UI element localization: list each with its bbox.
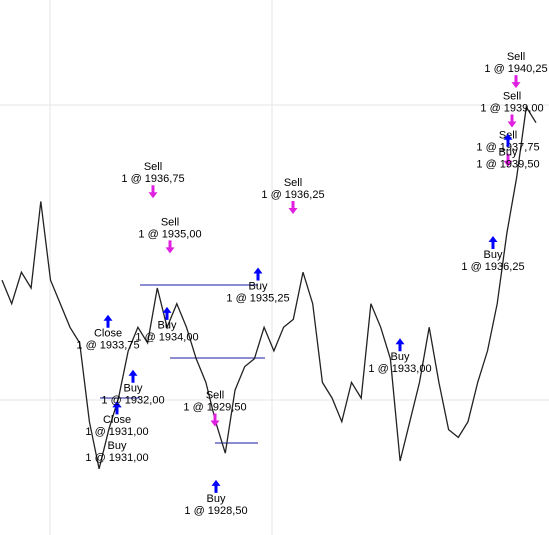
trade-action: Close xyxy=(94,328,122,340)
trade-label: 1 @ 1936,25 xyxy=(461,261,524,273)
trade-action: Sell xyxy=(507,51,525,63)
trade-label: 1 @ 1935,00 xyxy=(138,228,201,240)
buy-arrow xyxy=(503,133,513,147)
trade-label: 1 @ 1939,50 xyxy=(476,159,539,171)
trade-action: Buy xyxy=(158,320,177,332)
trade-label: 1 @ 1937,75 xyxy=(476,142,539,154)
trade-label: 1 @ 1932,00 xyxy=(101,395,164,407)
trade-label: 1 @ 1933,75 xyxy=(76,340,139,352)
trade-action: Buy xyxy=(207,493,226,505)
buy-arrow xyxy=(395,338,405,352)
trade-action: Buy xyxy=(391,351,410,363)
buy-arrow xyxy=(103,314,113,328)
trade-action: Buy xyxy=(499,147,518,159)
trade-action: Sell xyxy=(206,389,224,401)
trade-label: 1 @ 1936,25 xyxy=(261,189,324,201)
trade-action: Sell xyxy=(161,216,179,228)
buy-arrow xyxy=(211,479,221,493)
trade-action: Close xyxy=(103,414,131,426)
buy-arrow xyxy=(253,267,263,281)
sell-arrow xyxy=(210,413,220,427)
trade-label: 1 @ 1933,00 xyxy=(368,363,431,375)
sell-arrow xyxy=(148,185,158,199)
trade-label: 1 @ 1931,00 xyxy=(85,452,148,464)
trade-action: Buy xyxy=(484,249,503,261)
trade-label: 1 @ 1939,00 xyxy=(480,102,543,114)
trade-action: Buy xyxy=(124,383,143,395)
buy-arrow xyxy=(488,236,498,250)
sell-arrow xyxy=(288,201,298,215)
trade-label: 1 @ 1934,00 xyxy=(135,332,198,344)
trade-action: Sell xyxy=(144,161,162,173)
sell-arrow xyxy=(165,240,175,254)
trade-label: 1 @ 1928,50 xyxy=(184,505,247,517)
trade-label: 1 @ 1931,00 xyxy=(85,426,148,438)
trade-label: 1 @ 1929,50 xyxy=(183,401,246,413)
trade-action: Sell xyxy=(503,90,521,102)
trade-action: Buy xyxy=(249,280,268,292)
trade-action: Sell xyxy=(284,177,302,189)
sell-arrow xyxy=(507,114,517,128)
buy-arrow xyxy=(162,306,172,320)
buy-arrow xyxy=(112,401,122,415)
trade-label: 1 @ 1936,75 xyxy=(121,173,184,185)
sell-arrow xyxy=(511,75,521,89)
trade-label: 1 @ 1935,25 xyxy=(226,292,289,304)
trade-action: Buy xyxy=(108,440,127,452)
trade-label: 1 @ 1940,25 xyxy=(484,63,547,75)
price-line xyxy=(1,105,537,470)
sell-arrow xyxy=(503,153,513,167)
buy-arrow xyxy=(128,369,138,383)
